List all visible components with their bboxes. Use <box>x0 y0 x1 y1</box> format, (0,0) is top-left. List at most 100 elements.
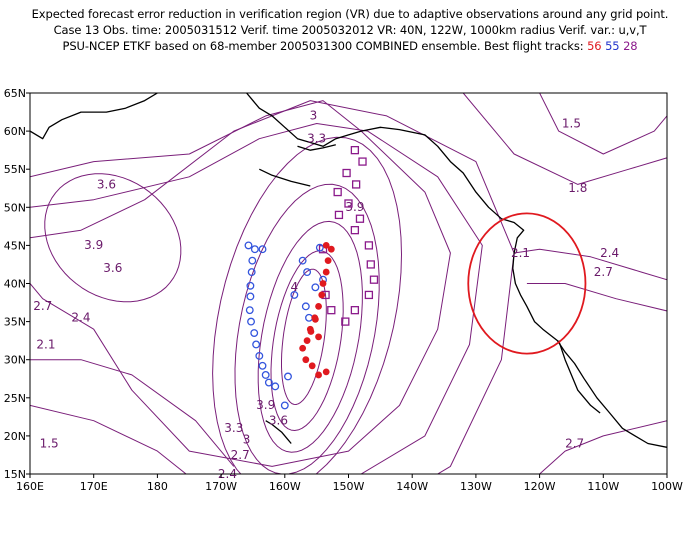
blue-track-marker <box>271 382 280 391</box>
blue-track-marker <box>303 268 312 277</box>
blue-track-marker <box>311 283 320 292</box>
contour-line-1.8-east <box>462 93 667 185</box>
contour-value-label: 2.7 <box>565 436 584 450</box>
y-tick-label: 25N <box>4 392 26 405</box>
coast-alaska-peninsula <box>297 144 336 151</box>
x-tick-label: 100W <box>651 480 683 493</box>
title-line-3: PSU-NCEP ETKF based on 68-member 2005031… <box>0 38 700 54</box>
contour-line-2.1 <box>30 100 515 474</box>
coastline-layer <box>30 93 667 448</box>
title-line-2: Case 13 Obs. time: 2005031512 Verif. tim… <box>53 23 647 37</box>
contour-line-3.9-west <box>44 173 182 303</box>
x-tick-label: 160E <box>16 480 44 493</box>
red-track-marker <box>318 291 326 299</box>
blue-track-marker <box>250 245 259 254</box>
contour-value-label: 2.7 <box>594 265 613 279</box>
purple-track-marker <box>369 275 379 284</box>
blue-track-marker <box>261 370 270 379</box>
x-tick-label: 130W <box>460 480 492 493</box>
track-purple-label: 28 <box>623 39 638 53</box>
blue-track-marker <box>246 281 255 290</box>
contour-line-2.4 <box>30 123 483 474</box>
x-tick-label: 160W <box>269 480 301 493</box>
coast-aleutians <box>259 168 311 187</box>
red-track-marker <box>303 337 311 345</box>
verification-region-circle <box>467 212 587 355</box>
blue-track-marker <box>250 329 259 337</box>
red-track-marker <box>307 328 315 335</box>
red-track-marker <box>322 368 330 376</box>
contour-line-3 <box>212 136 402 474</box>
y-tick-label: 15N <box>4 468 26 481</box>
blue-track-marker <box>301 302 310 311</box>
figure-title: Expected forecast error reduction in ver… <box>0 6 700 54</box>
blue-track-marker <box>284 372 292 381</box>
contour-line-3.6 <box>257 220 363 453</box>
contour-layer <box>30 93 667 474</box>
red-track-marker <box>311 315 319 323</box>
contour-value-label: 2.4 <box>600 246 619 260</box>
purple-track-marker <box>341 317 350 326</box>
contour-value-label: 2.7 <box>33 299 52 313</box>
red-track-marker <box>315 333 322 341</box>
blue-track-marker <box>247 317 255 326</box>
red-track-marker <box>319 280 327 287</box>
y-axis: 15N 20N 25N 30N 35N 40N 45N 50N 55N 60N 65N <box>4 87 30 481</box>
purple-track-marker <box>355 214 365 223</box>
purple-track-marker <box>364 290 374 300</box>
red-track-marker <box>322 242 330 249</box>
purple-track-marker <box>333 187 342 197</box>
y-tick-label: 30N <box>4 354 26 367</box>
contour-value-label: 4 <box>291 280 299 294</box>
purple-track-marker <box>327 306 336 315</box>
blue-track-marker <box>258 245 267 254</box>
purple-track-marker <box>366 260 375 269</box>
contour-line-1.5-south <box>30 404 187 474</box>
contour-value-label: 3.6 <box>97 177 116 191</box>
contour-line-2.7 <box>30 100 451 467</box>
verification-region-layer <box>467 212 587 355</box>
purple-track-marker <box>350 145 360 155</box>
purple-track-marker <box>334 210 344 220</box>
blue-track-marker <box>244 241 253 250</box>
contour-line-3.9 <box>270 250 344 431</box>
x-tick-label: 150W <box>333 480 365 493</box>
blue-track-marker <box>298 256 307 265</box>
coast-baja-california <box>558 340 601 414</box>
y-tick-label: 35N <box>4 316 26 329</box>
y-tick-label: 45N <box>4 239 26 252</box>
red-track-marker <box>315 302 322 310</box>
purple-track-marker <box>350 226 360 235</box>
flight-track-layer <box>244 145 379 410</box>
track-blue-label: 55 <box>605 39 620 53</box>
purple-track-marker <box>364 241 374 250</box>
x-tick-label: 110W <box>587 480 619 493</box>
contour-value-label: 2.1 <box>511 246 530 260</box>
blue-track-marker <box>258 361 267 370</box>
x-tick-label: 170W <box>205 480 237 493</box>
blue-track-marker <box>305 313 313 322</box>
blue-track-marker <box>247 268 256 277</box>
contour-value-label: 1.5 <box>40 436 59 450</box>
contour-value-label: 3.3 <box>224 421 243 435</box>
red-track-marker <box>324 257 332 265</box>
blue-track-marker <box>264 378 273 387</box>
blue-track-marker <box>252 340 261 349</box>
y-tick-label: 50N <box>4 201 26 214</box>
contour-line-2.4-east <box>514 248 667 281</box>
coast-kamchatka <box>30 93 158 140</box>
contour-line-2.7-southeast <box>539 420 667 474</box>
blue-track-marker <box>245 306 254 315</box>
y-tick-label: 65N <box>4 87 26 100</box>
blue-track-marker <box>280 401 289 410</box>
red-track-marker <box>327 245 335 253</box>
purple-track-marker <box>342 168 351 178</box>
red-track-marker <box>322 268 330 276</box>
contour-value-label: 3.3 <box>307 132 326 146</box>
y-tick-label: 40N <box>4 278 26 291</box>
contour-value-label: 1.8 <box>568 181 587 195</box>
contour-value-label: 3.6 <box>103 261 122 275</box>
contour-value-label: 3.9 <box>84 238 103 252</box>
y-tick-label: 20N <box>4 430 26 443</box>
blue-track-marker <box>246 292 255 301</box>
